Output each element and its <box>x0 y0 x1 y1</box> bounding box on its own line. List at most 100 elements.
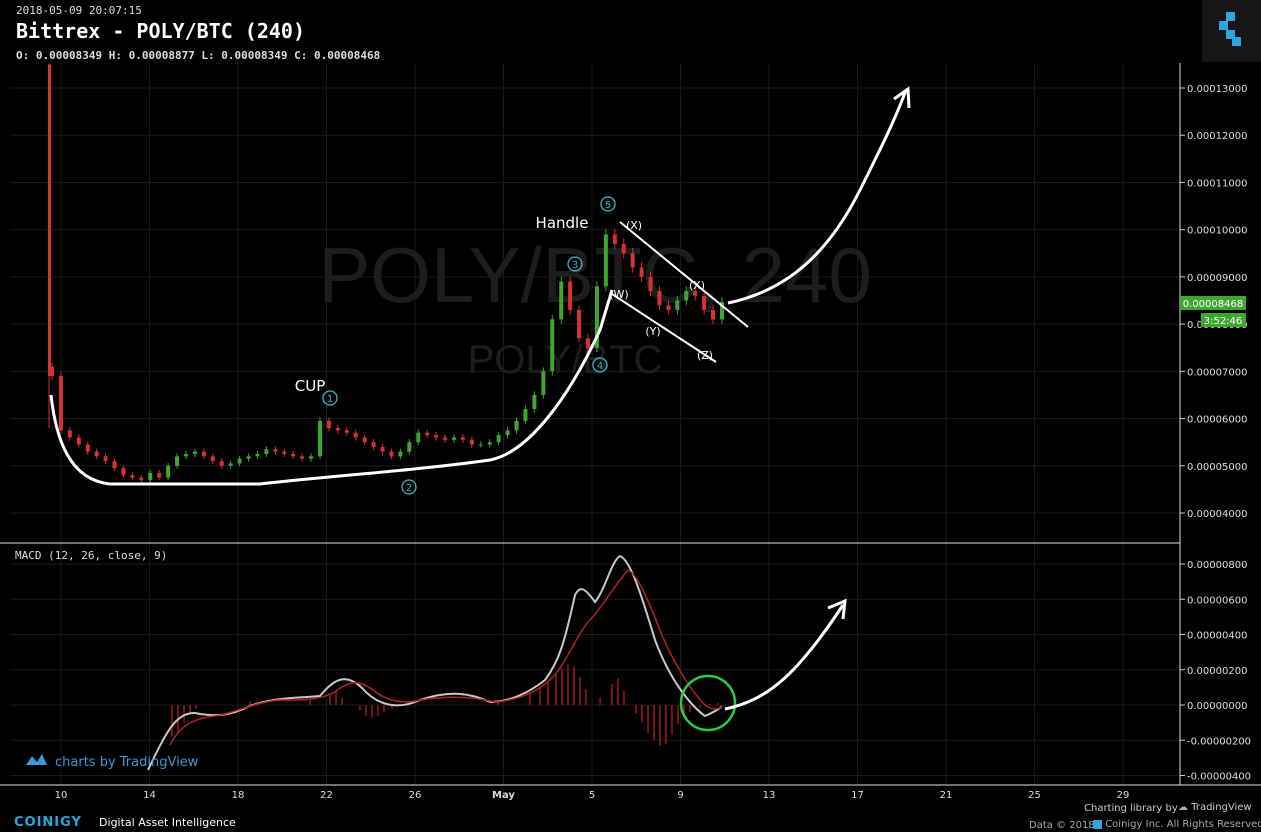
coinigy-small-icon <box>1093 819 1102 829</box>
candle-body <box>255 453 260 457</box>
candle-body <box>344 430 349 433</box>
candle-body <box>201 451 206 457</box>
candle-body <box>282 451 287 454</box>
wave-5-circle <box>600 196 616 212</box>
wave-4-circle <box>592 357 608 373</box>
date-tick-label: 5 <box>589 790 595 801</box>
candlestick-series <box>48 64 724 483</box>
macd-tick-label: 0.00000000 <box>1187 701 1247 712</box>
candle-body <box>326 420 331 428</box>
candle-body <box>76 437 81 445</box>
candle-body <box>335 428 340 431</box>
date-tick-label: 13 <box>763 790 776 801</box>
handle-channel-lower <box>611 293 717 363</box>
candle-body <box>693 291 698 296</box>
handle-label: Handle <box>536 214 589 232</box>
candle-body <box>389 451 394 457</box>
candle-body <box>505 430 510 436</box>
tradingview-link[interactable]: charts by TradingView <box>26 754 199 770</box>
handle-channel-upper <box>619 221 749 328</box>
corrective-wave-labels: (X) (W) (Y) (X) (Z) <box>609 219 713 362</box>
price-tick-label: 0.00004000 <box>1187 509 1247 520</box>
date-tick-label: 17 <box>851 790 864 801</box>
candle-body <box>148 472 153 480</box>
candle-body <box>112 461 117 469</box>
candle-body <box>416 432 421 443</box>
date-tick-label: 10 <box>55 790 68 801</box>
candle-body <box>58 376 63 431</box>
candle-body <box>612 234 617 244</box>
candle-body <box>184 453 188 457</box>
candle-body <box>380 446 385 452</box>
candle-body <box>711 309 716 320</box>
candle-body <box>586 338 590 348</box>
candle-body <box>603 234 608 287</box>
candle-body <box>67 430 72 438</box>
tradingview-link-text[interactable]: charts by TradingView <box>55 755 199 770</box>
tradingview-cloud-icon <box>26 754 47 765</box>
candle-body <box>666 305 671 310</box>
candle-body <box>657 291 662 306</box>
corr-x1-label: (X) <box>626 219 642 232</box>
candle-body <box>648 276 653 292</box>
macd-arrow-head <box>827 598 847 620</box>
wave-1-label: 1 <box>327 394 333 405</box>
ohlc-readout: O: 0.00008349 H: 0.00008877 L: 0.0000834… <box>16 49 381 62</box>
countdown-badge <box>1201 313 1246 327</box>
tradingview-credit-icon: ☁ <box>1178 802 1188 813</box>
date-tick-label: 14 <box>143 790 156 801</box>
date-tick-label: 25 <box>1028 790 1041 801</box>
wave-3-label: 3 <box>572 260 578 271</box>
candle-body <box>264 449 269 454</box>
candle-body <box>130 475 135 478</box>
charting-library-text: Charting library by <box>1084 803 1178 814</box>
macd-tick-label: -0.00000400 <box>1187 772 1251 783</box>
candle-body <box>228 463 233 466</box>
candle-body <box>630 253 635 268</box>
wave-5-label: 5 <box>605 200 611 211</box>
breakout-arrow <box>727 89 908 305</box>
crossover-highlight-circle <box>679 674 737 732</box>
macd-label: MACD (12, 26, close, 9) <box>15 549 167 562</box>
price-tick-label: 0.00006000 <box>1187 415 1247 426</box>
coinigy-credit-text: Coinigy Inc. All Rights Reserved. <box>1105 819 1261 830</box>
macd-tick-label: -0.00000200 <box>1187 736 1251 747</box>
wave-2-circle <box>401 479 417 495</box>
wave-1-circle <box>322 390 338 406</box>
wave-4-label: 4 <box>597 361 603 372</box>
candle-body <box>121 468 126 476</box>
candle-body <box>407 442 412 452</box>
candle-body <box>478 444 483 446</box>
price-tick-label: 0.00013000 <box>1187 84 1247 95</box>
macd-line <box>147 554 723 771</box>
price-tick-label: 0.00011000 <box>1187 178 1247 189</box>
tradingview-credit[interactable]: ☁ TradingView <box>1178 802 1252 813</box>
macd-arrow <box>724 604 845 711</box>
candle-body <box>398 451 403 457</box>
macd-tick-label: 0.00000400 <box>1187 631 1247 642</box>
date-tick-label: 29 <box>1117 790 1130 801</box>
date-tick-label: 22 <box>320 790 333 801</box>
price-tick-label: 0.00012000 <box>1187 131 1247 142</box>
candle-body <box>157 472 162 478</box>
wave-3-circle <box>567 256 583 272</box>
wave-2-label: 2 <box>406 483 412 494</box>
date-axis: 10 14 18 22 26 May 5 9 13 17 21 25 29 <box>55 790 1130 801</box>
date-tick-label: 26 <box>409 790 422 801</box>
coinigy-brand: COINIGY Digital Asset Intelligence <box>14 811 236 830</box>
candle-body <box>210 456 215 462</box>
candle-body <box>273 449 278 452</box>
coinigy-logo-icon[interactable] <box>1202 0 1261 62</box>
price-badge-text: 0.00008468 <box>1183 299 1243 310</box>
candle-body <box>577 309 582 339</box>
candle-body <box>639 267 644 277</box>
macd-tick-label: 0.00000800 <box>1187 560 1247 571</box>
elliott-wave-markers: 1 2 3 4 5 <box>322 196 616 495</box>
candle-body <box>48 64 51 377</box>
date-tick-label: 9 <box>677 790 683 801</box>
signal-line <box>169 569 723 746</box>
candle-body <box>166 465 171 478</box>
coinigy-tagline: Digital Asset Intelligence <box>99 816 236 829</box>
candle-body <box>362 437 367 443</box>
